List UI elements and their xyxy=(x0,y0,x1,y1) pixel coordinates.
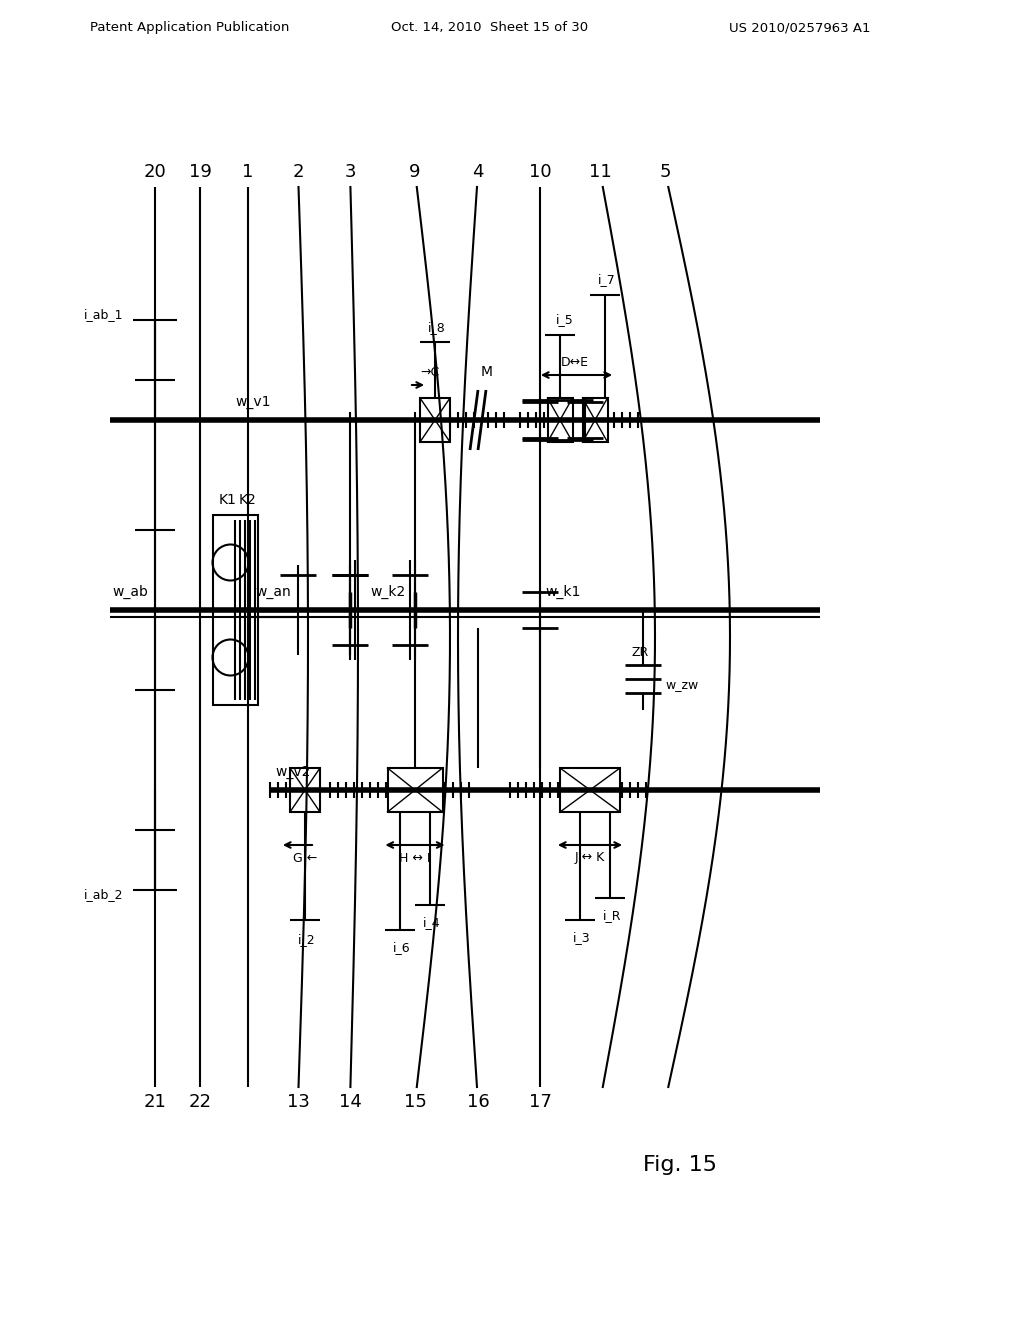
Text: Fig. 15: Fig. 15 xyxy=(643,1155,717,1175)
Text: 17: 17 xyxy=(528,1093,552,1111)
Bar xyxy=(387,768,442,812)
Text: 2: 2 xyxy=(292,162,304,181)
Text: 14: 14 xyxy=(339,1093,361,1111)
Text: i_4: i_4 xyxy=(423,916,440,929)
Text: i_8: i_8 xyxy=(428,322,445,334)
Text: 16: 16 xyxy=(467,1093,489,1111)
Text: i_2: i_2 xyxy=(298,933,315,946)
Text: 9: 9 xyxy=(410,162,421,181)
Text: US 2010/0257963 A1: US 2010/0257963 A1 xyxy=(729,21,870,34)
Text: w_zw: w_zw xyxy=(665,678,698,692)
Text: i_5: i_5 xyxy=(556,314,573,326)
Text: 21: 21 xyxy=(143,1093,167,1111)
Text: w_k2: w_k2 xyxy=(370,585,406,599)
Text: 10: 10 xyxy=(528,162,551,181)
Text: w_v2: w_v2 xyxy=(275,766,310,779)
Text: w_k1: w_k1 xyxy=(545,585,581,599)
Text: 3: 3 xyxy=(344,162,355,181)
Text: w_an: w_an xyxy=(255,585,291,599)
Text: Patent Application Publication: Patent Application Publication xyxy=(90,21,290,34)
Text: i_6: i_6 xyxy=(393,941,411,954)
Text: Oct. 14, 2010  Sheet 15 of 30: Oct. 14, 2010 Sheet 15 of 30 xyxy=(391,21,589,34)
Text: ZR: ZR xyxy=(632,645,648,659)
Text: 13: 13 xyxy=(287,1093,309,1111)
Bar xyxy=(213,515,258,705)
Text: i_R: i_R xyxy=(603,909,622,923)
Bar xyxy=(548,399,572,442)
Text: G ←: G ← xyxy=(293,851,317,865)
Text: D↔E: D↔E xyxy=(561,355,589,368)
Bar xyxy=(560,768,620,812)
Bar xyxy=(290,768,319,812)
Text: 15: 15 xyxy=(403,1093,426,1111)
Text: i_3: i_3 xyxy=(573,932,591,945)
Text: 4: 4 xyxy=(472,162,483,181)
Text: 20: 20 xyxy=(143,162,166,181)
Text: H ↔ I: H ↔ I xyxy=(399,851,431,865)
Text: 1: 1 xyxy=(243,162,254,181)
Text: K1: K1 xyxy=(219,492,237,507)
Text: i_ab_2: i_ab_2 xyxy=(84,888,123,902)
Text: i_ab_1: i_ab_1 xyxy=(84,309,123,322)
Text: w_ab: w_ab xyxy=(112,585,147,599)
Text: M: M xyxy=(481,366,493,379)
Text: →C: →C xyxy=(421,366,439,379)
Text: i_7: i_7 xyxy=(598,273,615,286)
Text: J ↔ K: J ↔ K xyxy=(574,851,605,865)
Text: 11: 11 xyxy=(589,162,611,181)
Text: 22: 22 xyxy=(188,1093,212,1111)
Text: w_v1: w_v1 xyxy=(234,395,270,409)
Text: K2: K2 xyxy=(240,492,257,507)
Text: 5: 5 xyxy=(659,162,671,181)
Bar xyxy=(583,399,607,442)
Text: 19: 19 xyxy=(188,162,211,181)
Bar xyxy=(420,399,450,442)
